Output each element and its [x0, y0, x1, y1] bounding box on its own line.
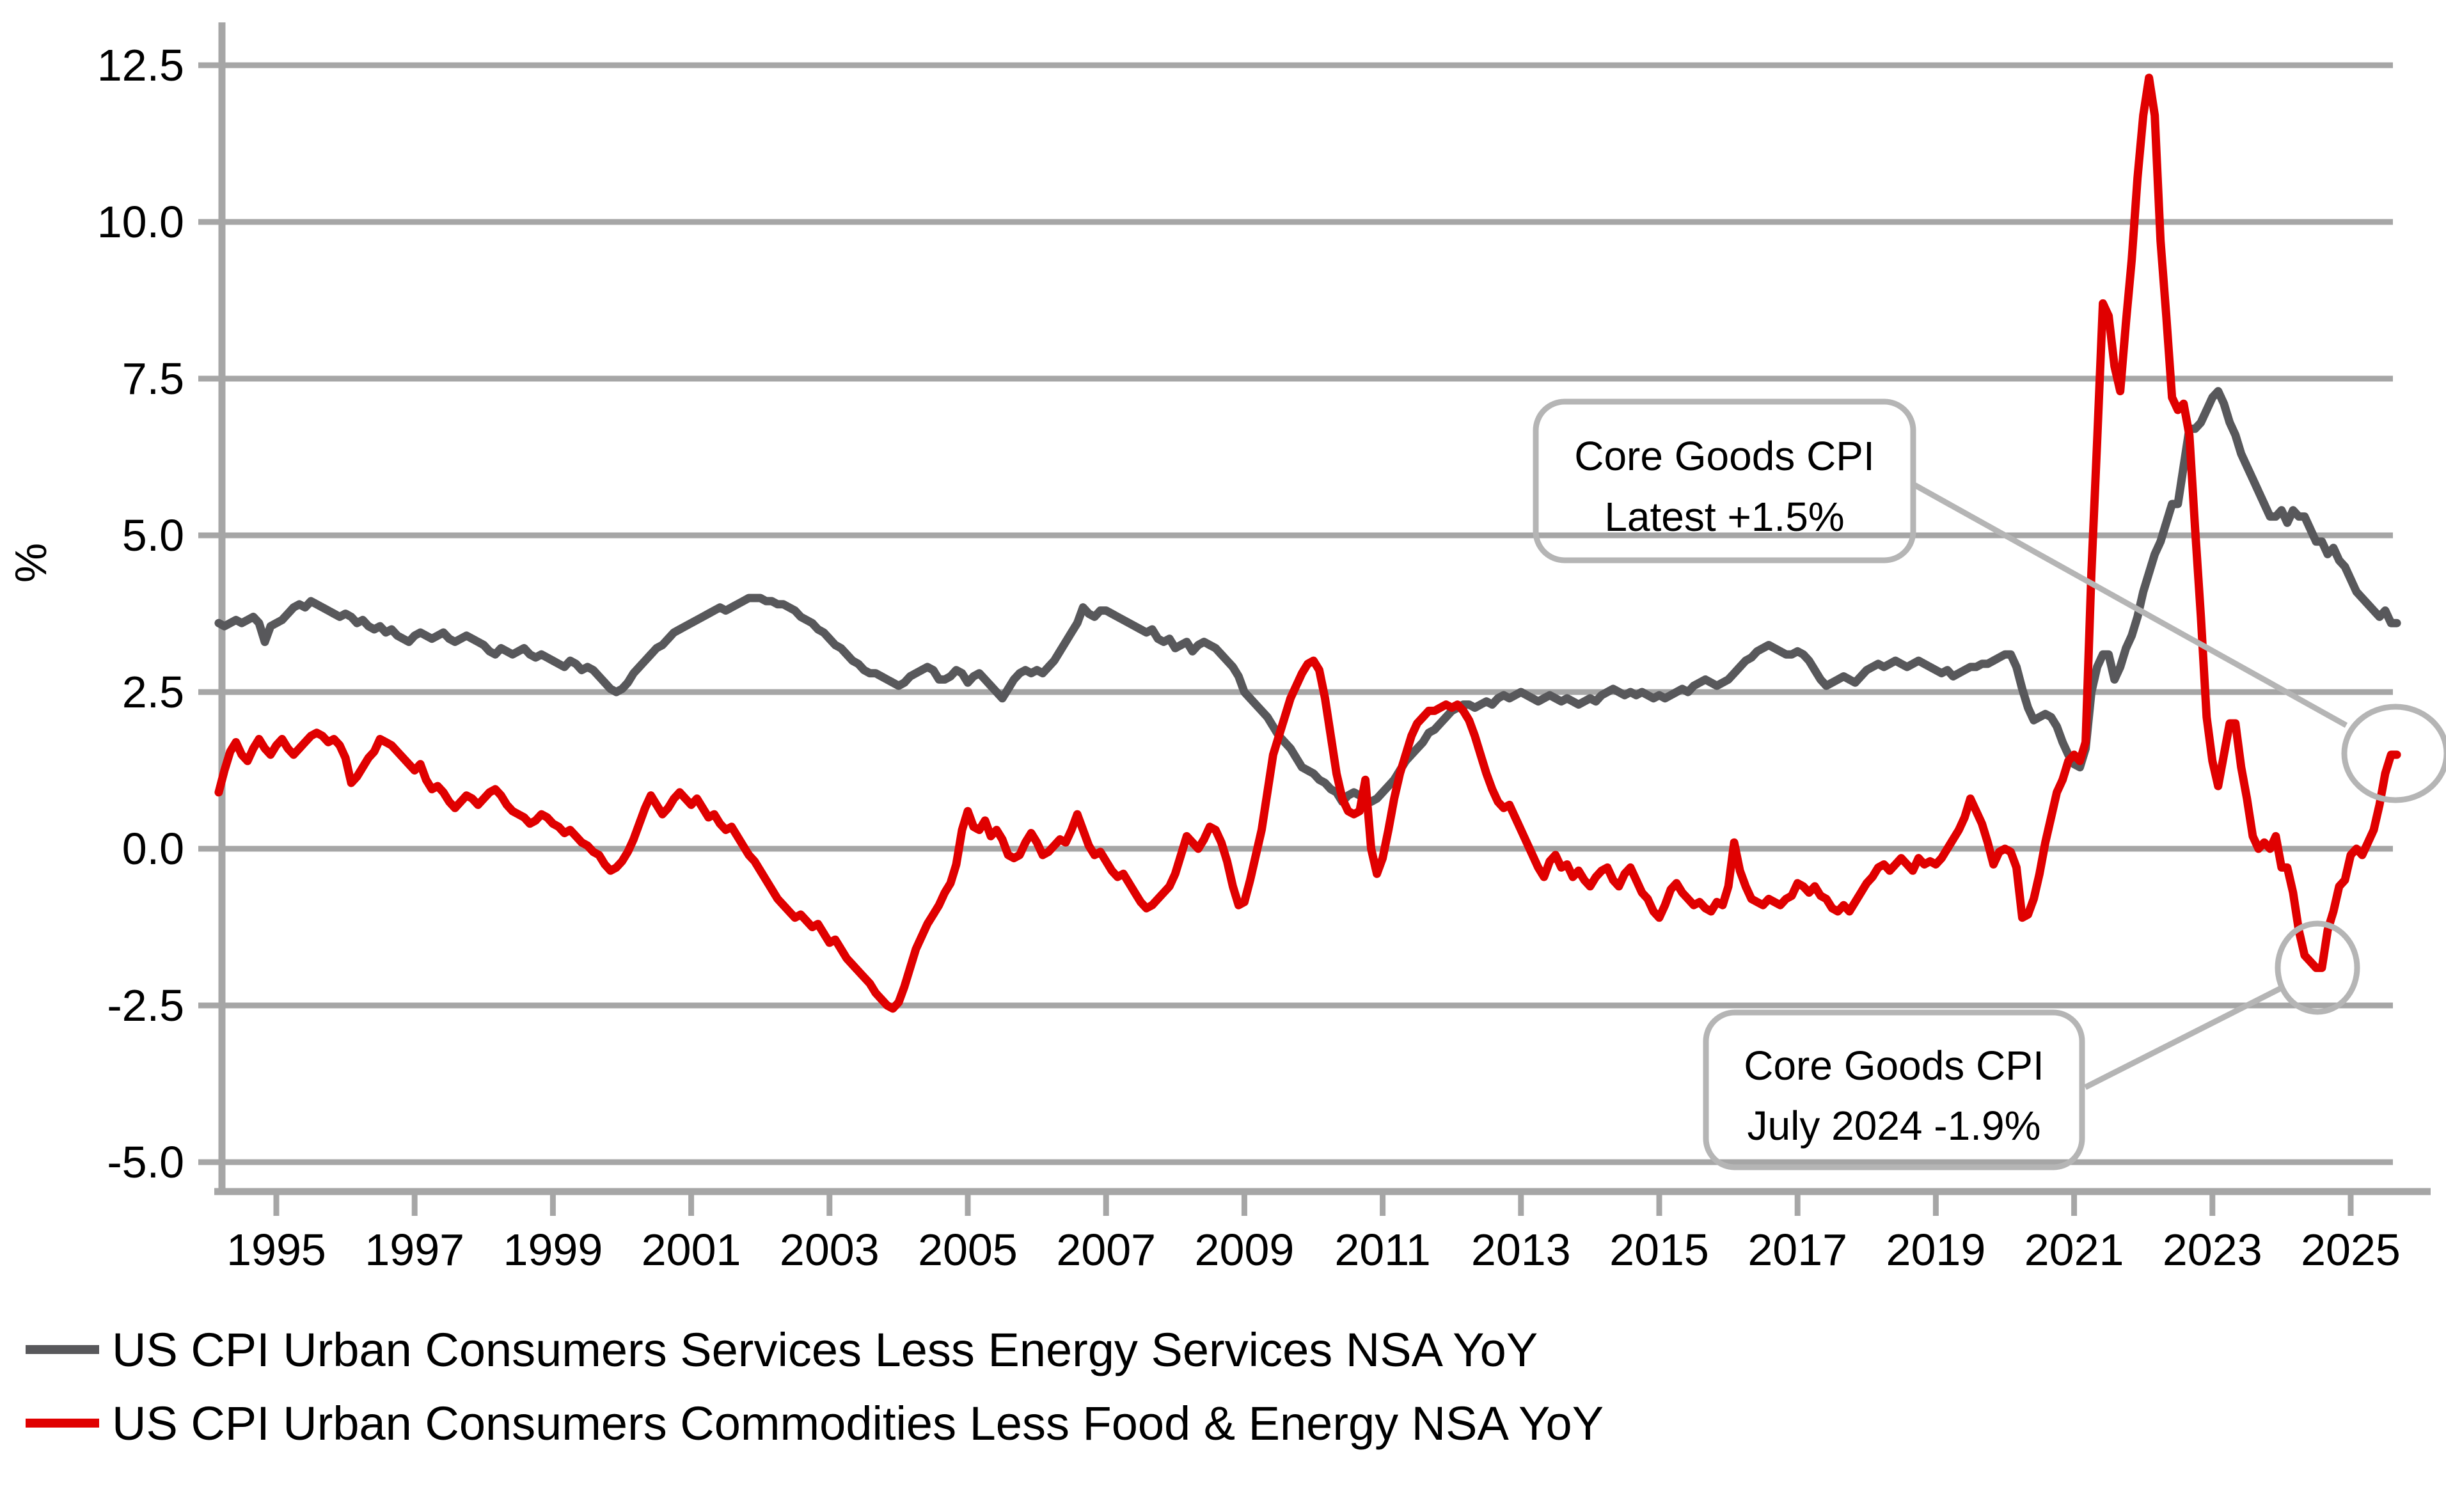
x-tick-label-2023: 2023 — [2163, 1225, 2262, 1275]
callout-july2024-target-circle — [2275, 920, 2360, 1015]
x-tick-label-2019: 2019 — [1886, 1225, 1986, 1275]
x-tick-labels: 1995 1997 1999 2001 2003 2005 2007 2009 2011 2013… — [226, 1225, 2401, 1275]
callout-july2024-text-line2: July 2024 -1.9% — [1748, 1103, 2041, 1149]
callout-latest: Core Goods CPI Latest +1.5% — [1533, 398, 2446, 803]
x-tick-label-2007: 2007 — [1056, 1225, 1156, 1275]
y-tick-label--5.0: -5.0 — [107, 1137, 184, 1187]
callout-latest-leader-line — [1911, 482, 2348, 728]
x-tick-label-2013: 2013 — [1471, 1225, 1571, 1275]
callout-latest-text-line2: Latest +1.5% — [1604, 494, 1844, 540]
y-tick-label-10.0: 10.0 — [97, 197, 184, 247]
legend-item-core-services: US CPI Urban Consumers Services Less Ene… — [26, 1323, 1538, 1376]
y-tick-label-5.0: 5.0 — [122, 510, 184, 560]
x-tick-label-2017: 2017 — [1748, 1225, 1847, 1275]
y-tick-label-7.5: 7.5 — [122, 354, 184, 404]
x-tick-label-2025: 2025 — [2301, 1225, 2401, 1275]
callout-july2024-box — [1703, 1009, 2085, 1170]
x-tick-label-2011: 2011 — [1334, 1225, 1431, 1275]
x-tick-label-1997: 1997 — [365, 1225, 464, 1275]
y-tick-label-0.0: 0.0 — [122, 824, 184, 874]
x-tick-label-1999: 1999 — [503, 1225, 603, 1275]
legend-label-core-services: US CPI Urban Consumers Services Less Ene… — [112, 1323, 1538, 1376]
data-series — [214, 74, 2401, 1013]
y-tick-label--2.5: -2.5 — [107, 980, 184, 1030]
x-tick-label-1995: 1995 — [226, 1225, 326, 1275]
x-tick-label-2009: 2009 — [1195, 1225, 1295, 1275]
y-tick-labels: 12.5 10.0 7.5 5.0 2.5 0.0 -2.5 -5.0 — [97, 40, 184, 1187]
legend-item-core-goods: US CPI Urban Consumers Commodities Less … — [26, 1397, 1604, 1450]
gridlines — [222, 62, 2393, 1165]
axes — [198, 22, 2431, 1216]
y-axis-title: % — [6, 543, 56, 583]
callout-july2024-leader-line — [2083, 984, 2284, 1091]
x-tick-label-2003: 2003 — [780, 1225, 880, 1275]
legend-label-core-goods: US CPI Urban Consumers Commodities Less … — [112, 1397, 1604, 1450]
series-line-core-goods — [214, 74, 2401, 1013]
legend: US CPI Urban Consumers Services Less Ene… — [26, 1323, 1604, 1450]
callout-latest-target-circle — [2341, 704, 2446, 803]
y-tick-label-2.5: 2.5 — [122, 667, 184, 717]
callout-latest-text-line1: Core Goods CPI — [1574, 433, 1875, 479]
x-tick-label-2005: 2005 — [918, 1225, 1018, 1275]
callout-july2024-text-line1: Core Goods CPI — [1744, 1043, 2044, 1089]
x-tick-label-2015: 2015 — [1609, 1225, 1709, 1275]
x-tick-label-2021: 2021 — [2024, 1225, 2124, 1275]
series-line-core-services — [214, 387, 2401, 806]
x-tick-label-2001: 2001 — [642, 1225, 741, 1275]
callout-july2024: Core Goods CPI July 2024 -1.9% — [1703, 920, 2360, 1170]
callout-latest-box — [1533, 398, 1916, 563]
y-tick-label-12.5: 12.5 — [97, 40, 184, 90]
